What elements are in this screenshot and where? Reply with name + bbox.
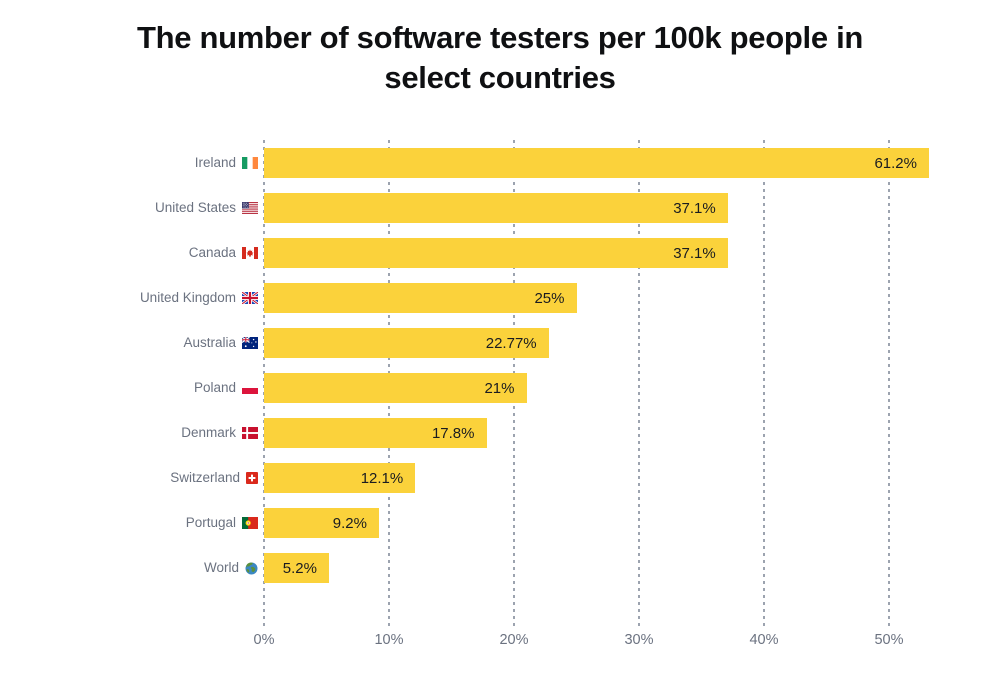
chart-row: Australia 22.77% bbox=[0, 328, 1000, 358]
bar: 17.8% bbox=[264, 418, 487, 448]
value-label: 17.8% bbox=[431, 424, 475, 442]
bar: 5.2% bbox=[264, 553, 329, 583]
x-axis-tick-label: 40% bbox=[749, 632, 779, 648]
portugal-flag-icon bbox=[242, 517, 258, 529]
x-axis-tick-label: 0% bbox=[253, 632, 275, 648]
value-label: 25% bbox=[534, 289, 565, 307]
chart-row: Canada 37.1% bbox=[0, 238, 1000, 268]
category-label: United Kingdom bbox=[0, 283, 258, 313]
country-name: Poland bbox=[193, 380, 236, 395]
poland-flag-icon bbox=[242, 382, 258, 394]
value-label: 9.2% bbox=[332, 514, 367, 532]
gridline bbox=[638, 140, 640, 628]
bar: 21% bbox=[264, 373, 527, 403]
country-name: Denmark bbox=[181, 425, 236, 440]
country-name: Switzerland bbox=[170, 470, 240, 485]
x-axis-tick-label: 10% bbox=[374, 632, 404, 648]
country-name: Australia bbox=[183, 335, 236, 350]
category-label: United States bbox=[0, 193, 258, 223]
country-name: United Kingdom bbox=[139, 290, 236, 305]
chart-row: Portugal 9.2% bbox=[0, 508, 1000, 538]
world-flag-icon bbox=[245, 562, 258, 575]
chart-row: United Kingdom 25% bbox=[0, 283, 1000, 313]
category-label: Ireland bbox=[0, 148, 258, 178]
bar: 37.1% bbox=[264, 238, 728, 268]
value-label: 61.2% bbox=[874, 154, 917, 172]
chart-title-line-1: The number of software testers per 100k … bbox=[136, 20, 864, 55]
chart-title: The number of software testers per 100k … bbox=[0, 18, 1000, 98]
country-name: World bbox=[203, 560, 239, 575]
chart-row: Poland 21% bbox=[0, 373, 1000, 403]
united-kingdom-flag-icon bbox=[242, 292, 258, 304]
value-label: 37.1% bbox=[673, 199, 716, 217]
australia-flag-icon bbox=[242, 337, 258, 349]
country-name: United States bbox=[154, 200, 236, 215]
denmark-flag-icon bbox=[242, 427, 258, 439]
x-axis-tick-label: 30% bbox=[624, 632, 654, 648]
bar-chart: Ireland 61.2% United States 37.1% Canada… bbox=[0, 140, 1000, 698]
united-states-flag-icon bbox=[242, 202, 258, 214]
bar: 37.1% bbox=[264, 193, 728, 223]
category-label: World bbox=[0, 553, 258, 583]
value-label: 12.1% bbox=[360, 469, 404, 487]
category-label: Australia bbox=[0, 328, 258, 358]
chart-row: Denmark 17.8% bbox=[0, 418, 1000, 448]
country-name: Canada bbox=[188, 245, 236, 260]
category-label: Portugal bbox=[0, 508, 258, 538]
value-label: 37.1% bbox=[673, 244, 716, 262]
chart-row: World 5.2% bbox=[0, 553, 1000, 583]
category-label: Denmark bbox=[0, 418, 258, 448]
gridline bbox=[888, 140, 890, 628]
ireland-flag-icon bbox=[242, 157, 258, 169]
category-label: Switzerland bbox=[0, 463, 258, 493]
canada-flag-icon bbox=[242, 247, 258, 259]
bar: 12.1% bbox=[264, 463, 416, 493]
category-label: Canada bbox=[0, 238, 258, 268]
gridline bbox=[763, 140, 765, 628]
chart-row: United States 37.1% bbox=[0, 193, 1000, 223]
value-label: 5.2% bbox=[282, 559, 317, 577]
bar: 61.2% bbox=[264, 148, 929, 178]
x-axis-tick-label: 20% bbox=[499, 632, 529, 648]
x-axis-tick-label: 50% bbox=[874, 632, 904, 648]
bar: 25% bbox=[264, 283, 577, 313]
chart-row: Switzerland 12.1% bbox=[0, 463, 1000, 493]
bar: 22.77% bbox=[264, 328, 549, 358]
country-name: Ireland bbox=[194, 155, 236, 170]
bar: 9.2% bbox=[264, 508, 379, 538]
chart-title-line-2: select countries bbox=[384, 60, 616, 95]
category-label: Poland bbox=[0, 373, 258, 403]
switzerland-flag-icon bbox=[246, 472, 258, 484]
country-name: Portugal bbox=[185, 515, 236, 530]
value-label: 21% bbox=[484, 379, 515, 397]
value-label: 22.77% bbox=[485, 334, 537, 352]
chart-row: Ireland 61.2% bbox=[0, 148, 1000, 178]
